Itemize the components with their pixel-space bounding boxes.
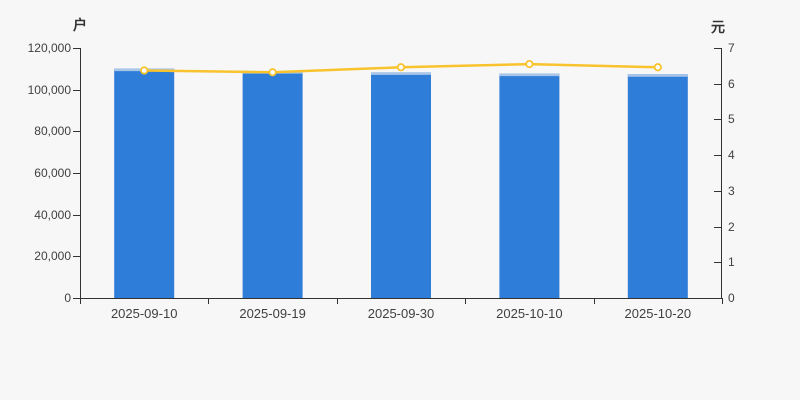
bar-top-cap bbox=[371, 72, 431, 75]
x-axis-category-label: 2025-09-19 bbox=[239, 306, 306, 321]
x-axis-category-label: 2025-09-30 bbox=[367, 306, 435, 321]
left-axis-tick-label: 60,000 bbox=[34, 166, 71, 180]
right-axis-tick-label: 0 bbox=[728, 291, 735, 305]
left-axis-tick-label: 120,000 bbox=[27, 41, 71, 55]
right-axis-tick-label: 4 bbox=[728, 148, 735, 163]
left-axis-tick-label: 80,000 bbox=[34, 124, 71, 139]
right-axis-tick-label: 7 bbox=[728, 41, 735, 55]
left-axis-tick-label: 40,000 bbox=[34, 207, 71, 222]
x-axis-category-label: 2025-10-10 bbox=[496, 306, 563, 321]
right-axis-tick-label: 2 bbox=[728, 219, 735, 234]
line-series-marker bbox=[268, 68, 277, 77]
bar bbox=[114, 68, 175, 298]
right-axis-tick-label: 6 bbox=[728, 76, 735, 91]
x-axis-category-label: 2025-10-20 bbox=[624, 306, 692, 321]
left-axis-tick-label: 100,000 bbox=[27, 82, 71, 97]
right-axis-title: 元 bbox=[711, 19, 725, 35]
line-series-marker bbox=[525, 59, 534, 69]
left-axis-title: 户 bbox=[73, 17, 87, 33]
left-axis-tick-label: 0 bbox=[64, 291, 71, 305]
bar-top-cap bbox=[627, 74, 688, 77]
left-axis-tick-label: 20,000 bbox=[34, 249, 71, 264]
right-axis-tick-label: 1 bbox=[728, 255, 735, 270]
x-axis-category-label: 2025-09-10 bbox=[110, 306, 178, 321]
bar bbox=[627, 74, 688, 298]
bar-top-cap bbox=[499, 73, 560, 77]
right-axis-tick-label: 5 bbox=[728, 112, 735, 127]
bar bbox=[371, 72, 431, 298]
bar bbox=[499, 73, 560, 298]
bar bbox=[242, 71, 303, 298]
line-series-marker bbox=[653, 63, 662, 72]
right-axis-tick-label: 3 bbox=[728, 183, 735, 198]
line-series-marker bbox=[140, 66, 149, 75]
line-series-marker bbox=[396, 63, 406, 72]
